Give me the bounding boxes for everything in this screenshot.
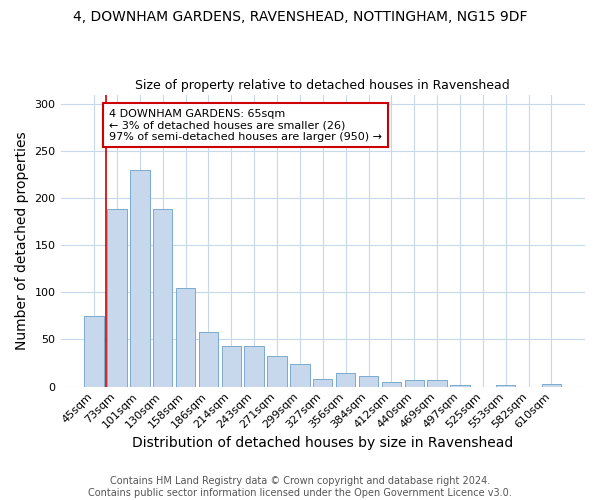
Bar: [199, 332, 218, 386]
X-axis label: Distribution of detached houses by size in Ravenshead: Distribution of detached houses by size …: [132, 436, 514, 450]
Bar: [107, 210, 127, 386]
Bar: [244, 346, 264, 387]
Bar: [336, 374, 355, 386]
Bar: [313, 379, 332, 386]
Y-axis label: Number of detached properties: Number of detached properties: [15, 132, 29, 350]
Bar: [268, 356, 287, 386]
Bar: [153, 210, 172, 386]
Bar: [404, 380, 424, 386]
Text: 4 DOWNHAM GARDENS: 65sqm
← 3% of detached houses are smaller (26)
97% of semi-de: 4 DOWNHAM GARDENS: 65sqm ← 3% of detache…: [109, 108, 382, 142]
Bar: [290, 364, 310, 386]
Bar: [359, 376, 378, 386]
Bar: [427, 380, 447, 386]
Bar: [176, 288, 195, 386]
Bar: [382, 382, 401, 386]
Bar: [221, 346, 241, 387]
Bar: [542, 384, 561, 386]
Title: Size of property relative to detached houses in Ravenshead: Size of property relative to detached ho…: [136, 79, 510, 92]
Text: 4, DOWNHAM GARDENS, RAVENSHEAD, NOTTINGHAM, NG15 9DF: 4, DOWNHAM GARDENS, RAVENSHEAD, NOTTINGH…: [73, 10, 527, 24]
Bar: [85, 316, 104, 386]
Bar: [130, 170, 149, 386]
Bar: [450, 384, 470, 386]
Bar: [496, 384, 515, 386]
Text: Contains HM Land Registry data © Crown copyright and database right 2024.
Contai: Contains HM Land Registry data © Crown c…: [88, 476, 512, 498]
